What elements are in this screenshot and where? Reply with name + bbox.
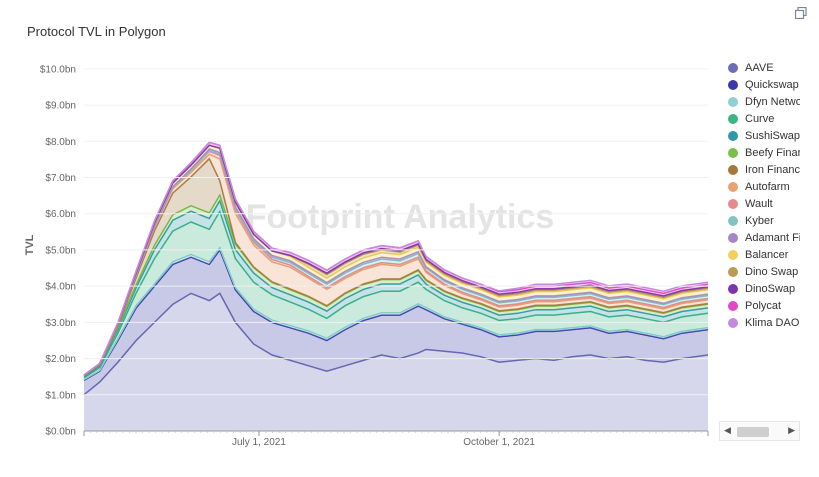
- legend-label: Dfyn Network: [745, 95, 800, 108]
- y-axis-label: TVL: [24, 234, 36, 255]
- legend-scrollbar[interactable]: ◀ ▶: [719, 421, 800, 441]
- legend-item-dino-swap[interactable]: Dino Swap: [728, 263, 800, 280]
- area-sushiswap: [84, 200, 708, 378]
- legend-label: Adamant Finance: [745, 231, 800, 244]
- legend: AAVE Quickswap Dfyn Network Curve SushiSwap B…: [728, 59, 800, 331]
- legend-swatch: [728, 215, 738, 226]
- legend-item-balancer[interactable]: Balancer: [728, 246, 800, 263]
- legend-label: Wault: [745, 197, 773, 210]
- y-tick-label: $8.0bn: [45, 137, 76, 148]
- legend-label: Beefy Finance: [745, 146, 800, 159]
- legend-swatch: [728, 62, 738, 73]
- legend-item-dinoswap[interactable]: DinoSwap: [728, 280, 800, 297]
- area-aave: [84, 293, 708, 431]
- legend-swatch: [728, 249, 738, 260]
- legend-item-quickswap[interactable]: Quickswap: [728, 76, 800, 93]
- y-tick-label: $10.0bn: [40, 64, 76, 75]
- area-dfyn-network: [84, 247, 708, 381]
- legend-swatch: [728, 232, 738, 243]
- legend-swatch: [728, 164, 738, 175]
- legend-label: Iron Finance: [745, 163, 800, 176]
- y-tick-label: $2.0bn: [45, 354, 76, 365]
- line-klima-dao: [83, 141, 709, 376]
- legend-swatch: [728, 266, 738, 277]
- x-tick-label: October 1, 2021: [463, 437, 535, 448]
- legend-label: AAVE: [745, 61, 774, 74]
- legend-item-curve[interactable]: Curve: [728, 110, 800, 127]
- legend-item-dfyn-network[interactable]: Dfyn Network: [728, 93, 800, 110]
- legend-item-polycat[interactable]: Polycat: [728, 297, 800, 314]
- y-tick-label: $1.0bn: [45, 390, 76, 401]
- y-tick-label: $0.0bn: [45, 427, 76, 438]
- legend-swatch: [728, 113, 738, 124]
- arrow-right-icon[interactable]: ▶: [788, 425, 795, 435]
- area-curve: [84, 211, 708, 380]
- arrow-left-icon[interactable]: ◀: [724, 425, 731, 435]
- legend-label: Curve: [745, 112, 775, 125]
- legend-item-iron-finance[interactable]: Iron Finance: [728, 161, 800, 178]
- series-areas: [83, 141, 709, 431]
- legend-item-klima-dao[interactable]: Klima DAO: [728, 314, 800, 331]
- legend-label: Balancer: [745, 248, 789, 261]
- line-dfyn-network: [83, 246, 709, 381]
- fullscreen-icon[interactable]: [795, 7, 807, 19]
- legend-swatch: [728, 317, 738, 328]
- legend-label: Klima DAO: [745, 316, 800, 329]
- x-axis: July 1, 2021 October 1, 2021: [83, 430, 709, 448]
- line-aave: [83, 292, 709, 396]
- area-kyber: [84, 150, 708, 376]
- chart-title: Protocol TVL in Polygon: [27, 24, 166, 39]
- line-iron-finance: [83, 157, 709, 377]
- legend-swatch: [728, 79, 738, 90]
- legend-item-aave[interactable]: AAVE: [728, 59, 800, 76]
- y-tick-label: $4.0bn: [45, 282, 76, 293]
- line-kyber: [83, 149, 709, 376]
- legend-label: Polycat: [745, 299, 782, 312]
- y-tick-label: $9.0bn: [45, 101, 76, 112]
- legend-swatch: [728, 130, 738, 141]
- legend-label: DinoSwap: [745, 282, 796, 295]
- legend-label: Quickswap: [745, 78, 799, 91]
- legend-swatch: [728, 198, 738, 209]
- line-sushiswap: [83, 198, 709, 378]
- line-curve: [83, 209, 709, 379]
- legend-item-kyber[interactable]: Kyber: [728, 212, 800, 229]
- line-adamant-finance: [83, 148, 709, 376]
- legend-item-sushiswap[interactable]: SushiSwap: [728, 127, 800, 144]
- legend-item-autofarm[interactable]: Autofarm: [728, 178, 800, 195]
- legend-swatch: [728, 283, 738, 294]
- x-tick-label: July 1, 2021: [232, 437, 286, 448]
- legend-swatch: [728, 96, 738, 107]
- y-tick-label: $6.0bn: [45, 209, 76, 220]
- line-quickswap: [83, 248, 709, 381]
- legend-swatch: [728, 181, 738, 192]
- y-tick-label: $3.0bn: [45, 318, 76, 329]
- legend-item-adamant-finance[interactable]: Adamant Finance: [728, 229, 800, 246]
- legend-label: SushiSwap: [745, 129, 800, 142]
- legend-label: Dino Swap: [745, 265, 799, 278]
- y-tick-label: $5.0bn: [45, 245, 76, 256]
- watermark: Footprint Analytics: [246, 198, 555, 236]
- legend-label: Autofarm: [745, 180, 790, 193]
- line-autofarm: [83, 153, 709, 376]
- watermark-text: Footprint Analytics: [246, 198, 555, 236]
- legend-swatch: [728, 300, 738, 311]
- legend-item-wault[interactable]: Wault: [728, 195, 800, 212]
- legend-item-beefy-finance[interactable]: Beefy Finance: [728, 144, 800, 161]
- scrollbar-thumb[interactable]: [737, 427, 769, 437]
- y-tick-label: $7.0bn: [45, 173, 76, 184]
- legend-swatch: [728, 147, 738, 158]
- legend-label: Kyber: [745, 214, 774, 227]
